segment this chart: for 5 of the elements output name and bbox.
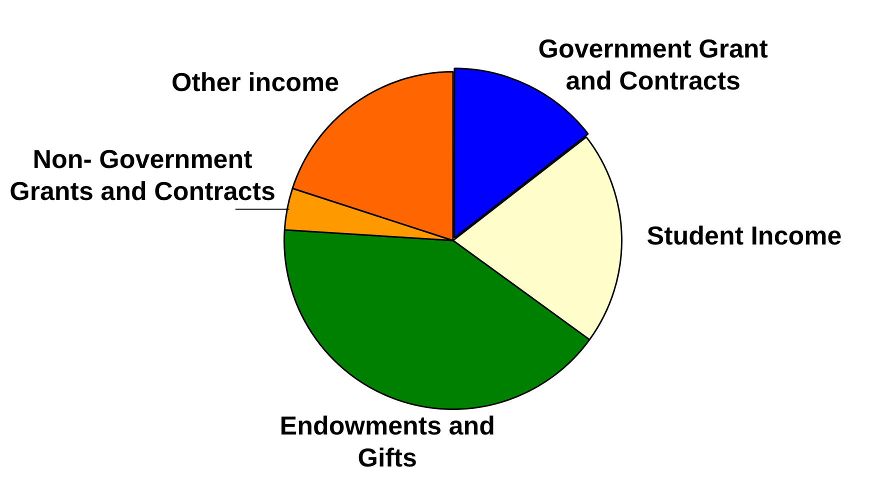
slice-label: Non- Government Grants and Contracts — [10, 144, 276, 206]
slice-label: Endowments and Gifts — [280, 410, 495, 472]
slice-label: Other income — [172, 66, 340, 97]
slice-label: Student Income — [646, 220, 842, 251]
slice-label: Government Grant and Contracts — [538, 34, 768, 96]
